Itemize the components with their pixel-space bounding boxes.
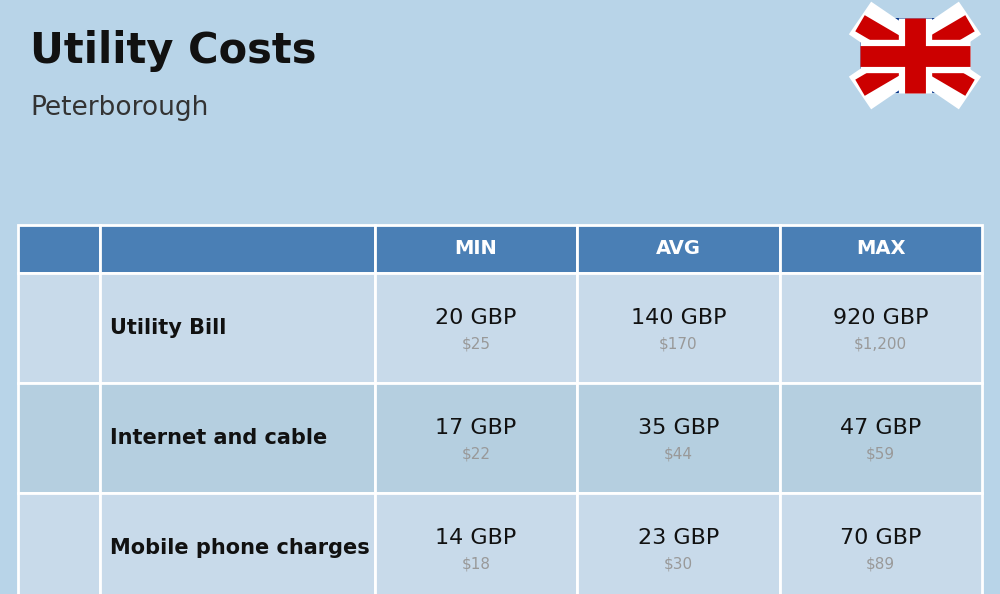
- Bar: [780, 493, 982, 594]
- Bar: [100, 225, 375, 273]
- Text: 920 GBP: 920 GBP: [833, 308, 929, 328]
- Text: $30: $30: [664, 557, 693, 571]
- Bar: [100, 493, 375, 594]
- Text: MAX: MAX: [856, 239, 906, 258]
- Bar: [375, 225, 577, 273]
- Text: 47 GBP: 47 GBP: [840, 418, 921, 438]
- Bar: [100, 383, 375, 493]
- Text: 17 GBP: 17 GBP: [435, 418, 517, 438]
- Text: Internet and cable: Internet and cable: [110, 428, 327, 448]
- Bar: [577, 493, 780, 594]
- Text: $170: $170: [659, 336, 698, 352]
- Text: Utility Bill: Utility Bill: [110, 318, 226, 338]
- Bar: [577, 225, 780, 273]
- Text: Peterborough: Peterborough: [30, 95, 208, 121]
- Text: Utility Costs: Utility Costs: [30, 30, 316, 72]
- Text: $18: $18: [461, 557, 490, 571]
- Text: $22: $22: [461, 447, 490, 462]
- Text: 35 GBP: 35 GBP: [638, 418, 719, 438]
- Text: Mobile phone charges: Mobile phone charges: [110, 538, 370, 558]
- Text: 23 GBP: 23 GBP: [638, 528, 719, 548]
- Bar: [780, 383, 982, 493]
- Bar: [18, 273, 100, 383]
- Text: $89: $89: [866, 557, 895, 571]
- Text: $44: $44: [664, 447, 693, 462]
- Text: AVG: AVG: [656, 239, 701, 258]
- Text: 70 GBP: 70 GBP: [840, 528, 921, 548]
- Bar: [375, 273, 577, 383]
- Bar: [100, 273, 375, 383]
- Bar: [577, 383, 780, 493]
- Bar: [780, 273, 982, 383]
- Text: MIN: MIN: [455, 239, 497, 258]
- Text: $1,200: $1,200: [854, 336, 907, 352]
- Text: $59: $59: [866, 447, 895, 462]
- Text: $25: $25: [461, 336, 490, 352]
- Bar: [860, 18, 970, 93]
- Bar: [780, 225, 982, 273]
- Text: 14 GBP: 14 GBP: [435, 528, 517, 548]
- Bar: [18, 493, 100, 594]
- Bar: [375, 493, 577, 594]
- Text: 140 GBP: 140 GBP: [631, 308, 726, 328]
- Bar: [375, 383, 577, 493]
- Bar: [577, 273, 780, 383]
- Bar: [18, 383, 100, 493]
- Bar: [18, 225, 100, 273]
- Text: 20 GBP: 20 GBP: [435, 308, 517, 328]
